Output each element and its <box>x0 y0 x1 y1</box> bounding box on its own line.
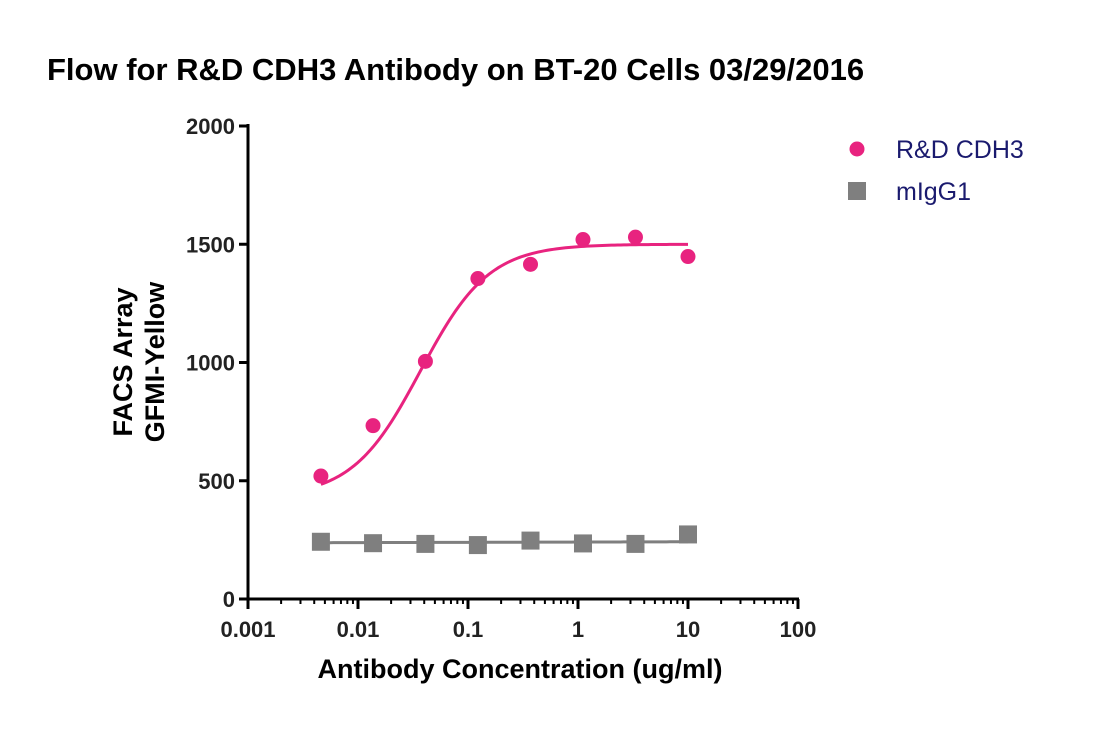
y-tick-label: 1500 <box>186 232 235 257</box>
x-tick-label: 10 <box>676 617 700 642</box>
legend-label: R&D CDH3 <box>896 136 1024 164</box>
data-point <box>470 271 486 287</box>
data-point <box>311 532 330 551</box>
data-point <box>468 536 487 555</box>
axes: 0 500 1000 1500 2000 0.001 0.01 0.1 1 10 100 <box>186 114 816 642</box>
data-point <box>313 468 329 484</box>
data-point <box>364 534 383 553</box>
y-tick-label: 0 <box>223 587 235 612</box>
data-point <box>575 232 591 248</box>
data-point <box>365 418 381 434</box>
data-points <box>311 229 697 555</box>
y-axis-label-line-1: FACS Array <box>108 287 138 436</box>
data-point <box>680 249 696 265</box>
y-axis-title: FACS Array GFMI-Yellow <box>108 281 170 443</box>
x-tick-label: 0.001 <box>220 617 275 642</box>
fit-curves <box>320 242 689 545</box>
x-tick-label: 0.1 <box>453 617 484 642</box>
data-point <box>416 534 435 553</box>
y-tick-label: 1000 <box>186 351 235 376</box>
data-point <box>626 534 645 553</box>
data-point <box>417 353 433 369</box>
y-tick-label: 2000 <box>186 114 235 139</box>
data-point <box>523 256 539 272</box>
x-tick-label: 100 <box>780 617 817 642</box>
y-axis-label-line-2: GFMI-Yellow <box>140 281 170 443</box>
x-tick-label: 0.01 <box>337 617 380 642</box>
legend: R&D CDH3 mIgG1 <box>848 136 1024 206</box>
data-point <box>679 525 697 544</box>
fit-curve <box>320 242 689 486</box>
x-axis-label: Antibody Concentration (ug/ml) <box>318 654 723 684</box>
legend-label: mIgG1 <box>896 178 971 206</box>
data-point <box>521 531 540 550</box>
x-tick-label: 1 <box>572 617 584 642</box>
chart-title: Flow for R&D CDH3 Antibody on BT-20 Cell… <box>47 52 864 87</box>
data-point <box>627 229 643 245</box>
data-point <box>573 534 592 553</box>
legend-marker <box>848 182 866 200</box>
legend-marker <box>849 141 865 157</box>
y-tick-label: 500 <box>198 469 235 494</box>
